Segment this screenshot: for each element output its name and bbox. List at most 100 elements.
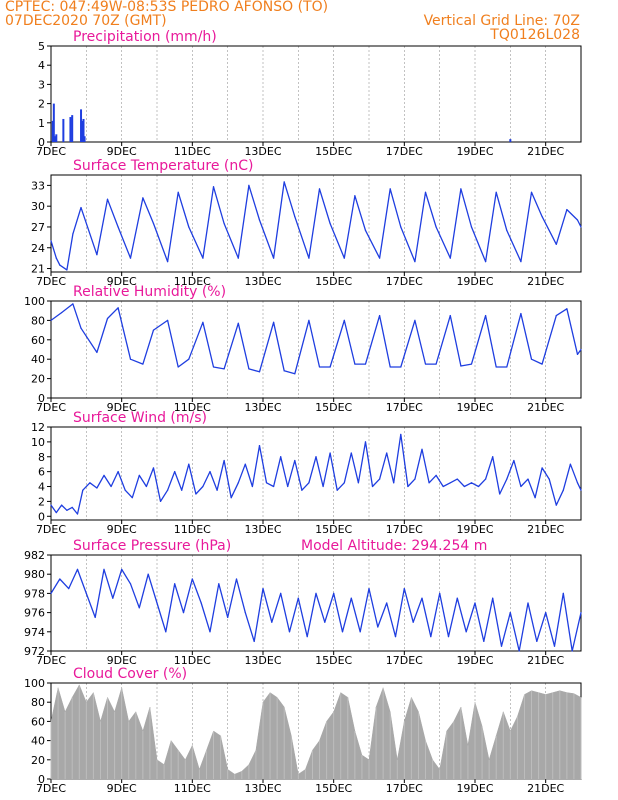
pres-point (500, 645, 503, 647)
pres-point (129, 583, 132, 585)
pres-point (492, 597, 494, 599)
wind-point (562, 489, 564, 491)
pres-point (447, 636, 450, 638)
wind-point (322, 485, 324, 488)
wind-point (470, 482, 473, 484)
wind-point (456, 478, 458, 480)
wind-point (117, 471, 119, 473)
pres-ytick-label: 976 (24, 607, 45, 620)
wind-point (350, 452, 352, 454)
pres-point (386, 602, 388, 604)
pres-point (85, 592, 87, 595)
cloud-ytick-label: 0 (38, 773, 45, 786)
temp-point (223, 222, 225, 225)
pres-point (341, 631, 344, 633)
rh-point (414, 319, 416, 321)
pres-point (456, 597, 458, 599)
rh-xtick-label: 17DEC (386, 401, 423, 414)
pres-point (253, 640, 255, 643)
wind-ytick-label: 0 (38, 510, 45, 523)
temp-point (424, 191, 427, 193)
rh-point (308, 319, 310, 321)
temp-point (129, 257, 132, 259)
pres-point (580, 612, 582, 614)
rh-point (364, 363, 367, 365)
rh-series-line (50, 303, 582, 375)
pres-point (94, 616, 96, 619)
pres-ytick-label: 978 (24, 587, 45, 600)
pres-point (191, 578, 193, 580)
cloud-xtick-label: 13DEC (244, 782, 281, 795)
wind-point (265, 482, 268, 484)
wind-point (181, 489, 183, 491)
pres-ytick-label: 974 (24, 626, 45, 639)
rh-point (188, 358, 190, 360)
temp-point (72, 233, 74, 235)
rh-point (294, 373, 296, 375)
rh-point (318, 366, 321, 368)
wind-point (407, 485, 409, 488)
pres-point (165, 631, 167, 633)
temp-point (364, 229, 367, 232)
wind-xtick-label: 13DEC (244, 523, 281, 536)
temp-point (273, 257, 275, 259)
wind-point (76, 513, 79, 515)
temp-point (248, 184, 250, 186)
pres-point (553, 645, 556, 647)
temp-point (580, 226, 582, 228)
rh-ytick-label: 0 (38, 392, 45, 405)
wind-ytick-label: 4 (38, 481, 45, 494)
rh-point (177, 366, 179, 368)
precip-ytick-label: 5 (38, 40, 45, 53)
precip-bar (52, 103, 55, 142)
rh-point (106, 317, 109, 320)
rh-point (470, 363, 473, 365)
wind-point (174, 471, 176, 473)
precip-ytick-label: 4 (38, 59, 45, 72)
wind-point (541, 467, 543, 469)
rh-point (520, 313, 522, 315)
pres-point (271, 621, 273, 623)
pres-point (138, 607, 140, 609)
temp-point (152, 222, 155, 225)
pres-xtick-label: 17DEC (386, 654, 423, 667)
pres-point (377, 626, 379, 628)
precip-xtick-label: 15DEC (315, 145, 352, 158)
wind-point (371, 485, 374, 488)
pres-point (280, 592, 282, 595)
wind-point (152, 467, 155, 469)
precip-xtick-label: 19DEC (456, 145, 493, 158)
wind-point (159, 500, 162, 502)
temp-xtick-label: 13DEC (244, 275, 281, 288)
temp-point (435, 226, 437, 228)
temp-point (520, 261, 522, 263)
rh-point (343, 319, 345, 321)
wind-point (414, 478, 416, 480)
cloud-ytick-label: 80 (31, 696, 45, 709)
wind-ytick-label: 2 (38, 495, 45, 508)
pres-point (571, 650, 573, 652)
temp-xtick-label: 7DEC (36, 275, 66, 288)
wind-point (202, 485, 204, 488)
precip-bar (82, 118, 85, 142)
precip-ytick-label: 1 (38, 117, 45, 130)
wind-point (308, 482, 310, 484)
wind-point (82, 489, 84, 491)
wind-point (442, 485, 444, 488)
temp-point (258, 219, 261, 221)
rh-xtick-label: 15DEC (315, 401, 352, 414)
rh-point (566, 308, 568, 310)
pres-point (59, 578, 61, 580)
pres-title: Surface Pressure (hPa) (73, 538, 231, 554)
rh-xtick-label: 7DEC (36, 401, 66, 414)
header-station: CPTEC: 047:49W-08:53S PEDRO AFONSO (TO) (5, 0, 329, 15)
precip-xtick-label: 7DEC (36, 145, 66, 158)
rh-point (283, 370, 285, 372)
temp-point (576, 219, 579, 221)
wind-ytick-label: 6 (38, 466, 45, 479)
temp-point (96, 254, 98, 256)
pres-ytick-label: 982 (24, 549, 45, 562)
rh-point (541, 363, 543, 365)
rh-point (117, 307, 119, 309)
wind-xtick-label: 21DEC (527, 523, 564, 536)
